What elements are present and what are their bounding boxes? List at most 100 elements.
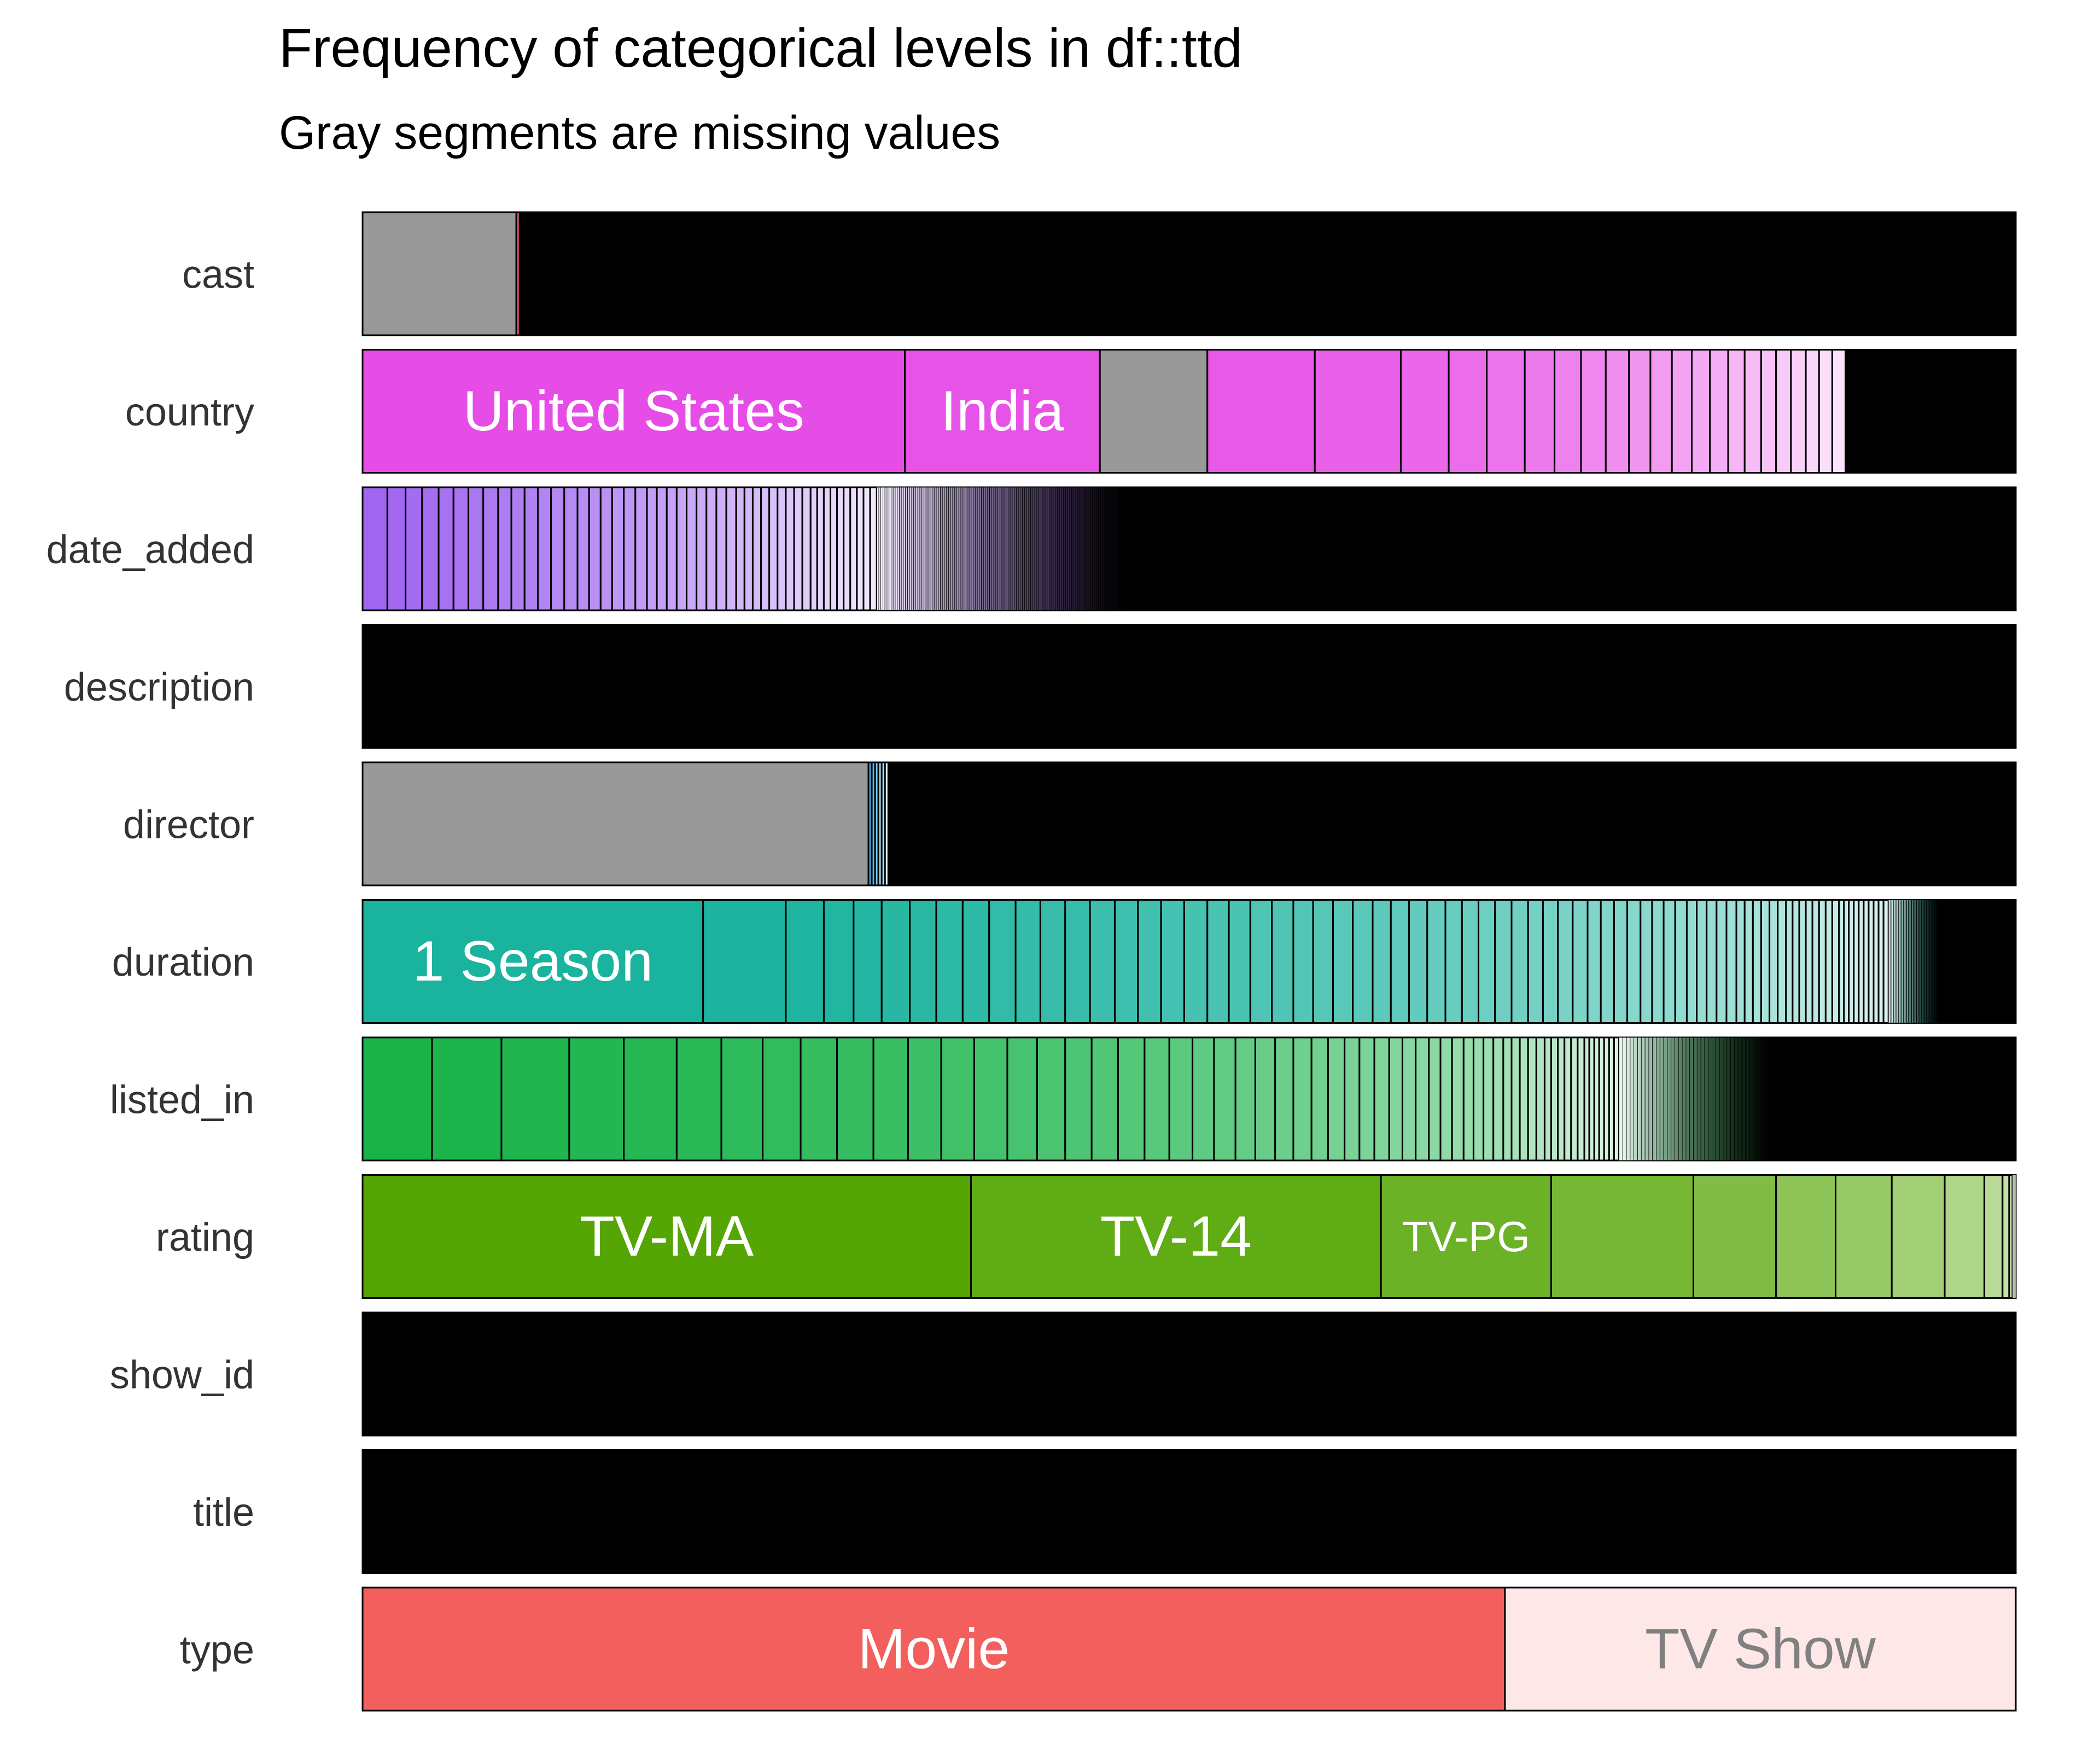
level-segment [1640,899,1653,1024]
level-segment [1716,899,1728,1024]
level-segment [1882,899,1889,1024]
segment-label: 1 Season [413,930,653,993]
level-segment [1644,1037,1649,1161]
level-segment [1910,900,1912,1023]
level-segment [1735,899,1746,1024]
level-segment [515,211,521,336]
level-segment [563,486,579,611]
level-segment [1086,487,1089,611]
level-segment [1777,899,1787,1024]
level-segment [962,487,965,611]
level-segment [405,486,423,611]
level-segment [878,487,882,611]
level-segment [1007,487,1011,611]
level-segment [1709,349,1729,474]
bar-rows: cast country United States India date_addedd… [46,211,2017,1712]
level-segment [1451,1036,1465,1162]
level-segment [1206,899,1230,1024]
level-segment [809,486,818,611]
level-segment [1685,899,1698,1024]
level-segment [760,486,771,611]
level-segment [686,486,698,611]
level-segment [705,486,718,611]
level-segment [1115,487,1117,611]
segment-label: TV Show [1645,1618,1876,1681]
level-segment [1004,487,1007,611]
level-segment [1314,349,1402,474]
level-segment [361,1586,1506,1712]
level-segment [969,487,972,611]
level-segment [1903,900,1905,1023]
level-segment [816,486,825,611]
level-segment [1510,1036,1521,1162]
level-segment [1921,900,1924,1023]
level-segment [1730,1037,1735,1161]
level-segment [1928,900,1930,1023]
bar-background [361,211,2017,336]
level-segment [930,487,932,611]
level-segment [1752,899,1762,1024]
level-segment [889,487,891,611]
level-segment [1121,487,1123,611]
level-segment [1899,900,1902,1023]
row-label: listed_in [110,1078,254,1122]
bar-background [361,1449,2017,1574]
level-segment [907,1036,942,1162]
level-segment [973,1036,1008,1162]
level-segment [1760,1037,1765,1161]
level-segment [1888,900,1891,1023]
level-segment [956,487,959,611]
level-segment [1818,899,1827,1024]
level-segment [1580,349,1607,474]
level-segment [891,487,894,611]
level-segment [510,486,526,611]
level-segment [921,487,924,611]
level-segment [361,1174,972,1299]
level-segment [919,487,923,611]
level-segment [568,1036,625,1162]
level-segment [1373,1036,1390,1162]
level-segment [897,487,900,611]
level-segment [431,1036,503,1162]
level-segment [1734,1037,1739,1161]
level-segment [970,1174,1382,1299]
segment-label: TV-MA [580,1205,754,1268]
segment-label: United States [463,380,804,443]
segment-label: TV-PG [1402,1212,1530,1261]
level-segment [1428,1036,1442,1162]
level-segment [675,1036,722,1162]
level-segment [1696,1037,1701,1161]
level-segment [1352,899,1374,1024]
level-segment [1564,1036,1572,1162]
chart-subtitle: Gray segments are missing values [279,107,1000,159]
level-segment [1915,900,1917,1023]
level-segment [1586,899,1602,1024]
level-segment [1047,487,1049,611]
level-segment [884,487,888,611]
level-segment [1898,900,1900,1023]
level-segment [998,487,1000,611]
level-segment [1824,899,1833,1024]
level-segment [1605,349,1630,474]
level-segment [942,487,945,611]
row-label: type [180,1629,254,1672]
level-segment [1685,1037,1690,1161]
level-segment [1401,1036,1417,1162]
level-segment [1502,1036,1513,1162]
level-segment [1663,1037,1668,1161]
row-label: director [123,803,254,847]
level-segment [611,486,625,611]
level-segment [993,487,996,611]
level-segment [1648,1037,1653,1161]
level-segment [1934,900,1937,1023]
level-segment [1628,349,1652,474]
level-segment [1719,1037,1724,1161]
row-label: show_id [110,1354,254,1397]
level-segment [1234,1036,1256,1162]
row-label: title [193,1491,254,1535]
level-segment [940,1036,976,1162]
level-segment [991,487,994,611]
level-segment [973,487,976,611]
level-segment [438,486,454,611]
